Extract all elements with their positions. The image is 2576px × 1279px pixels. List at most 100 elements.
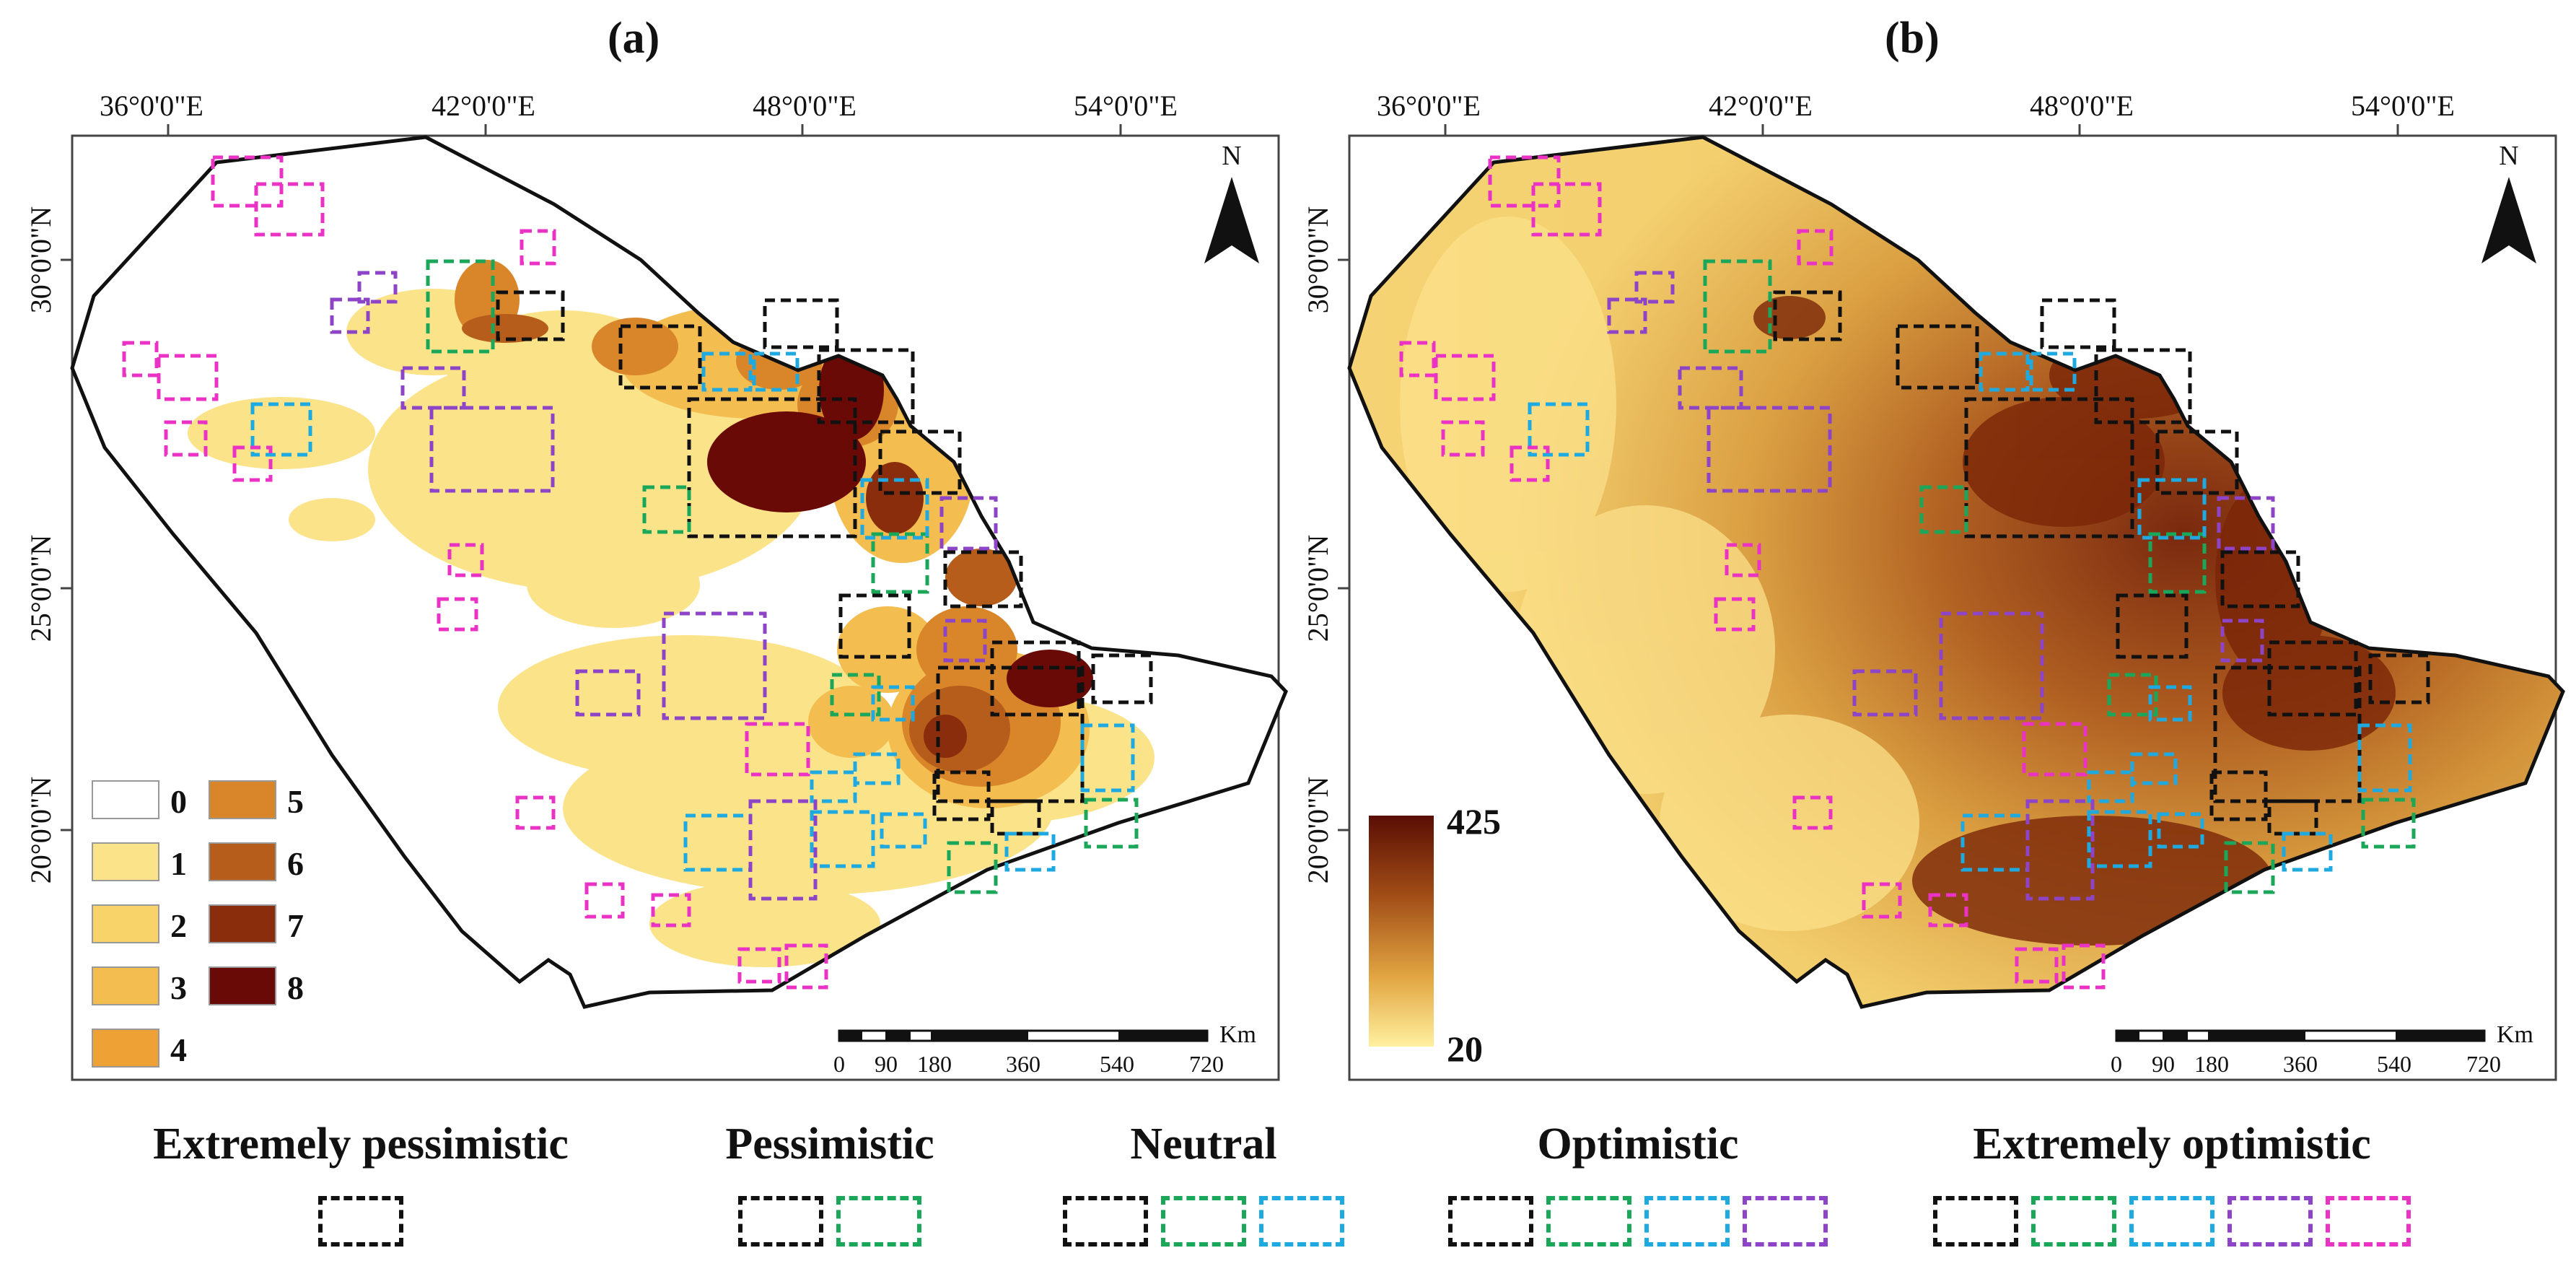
scenario-box-swatch	[1063, 1196, 1148, 1247]
scenario-box	[1510, 445, 1550, 482]
scenario-box	[871, 532, 929, 594]
scenario-box	[1939, 611, 2044, 720]
scenario-box	[2209, 770, 2268, 821]
scenario-box	[932, 770, 991, 821]
scenario-box-swatch	[1644, 1196, 1730, 1247]
scenario-box	[584, 882, 625, 919]
scenario-label: Extremely pessimistic	[153, 1119, 569, 1169]
scenario-box	[737, 947, 781, 984]
scenario-box	[939, 496, 998, 551]
scenario-box-swatch	[1448, 1196, 1533, 1247]
scenario-box	[2137, 478, 2207, 540]
scenario-box	[838, 593, 911, 659]
scenario-box	[817, 348, 915, 424]
legend-class-label: 2	[170, 907, 187, 944]
svg-text:720: 720	[2466, 1051, 2501, 1077]
scenario-box	[701, 352, 753, 392]
scenario-box	[943, 550, 1023, 608]
scenario-box	[2148, 685, 2192, 722]
y-tick-label: 25°0'0"N	[1302, 535, 1334, 642]
panel-b-scenario-boxes	[1399, 155, 2430, 990]
scenario-box	[357, 271, 398, 304]
scenario-box	[575, 669, 641, 717]
x-tick-label: 36°0'0"E	[100, 90, 203, 122]
scenario-box	[2130, 752, 2178, 785]
legend-swatch	[209, 842, 276, 881]
scenario-label: Extremely optimistic	[1973, 1119, 2371, 1169]
scenario-box	[1919, 485, 1968, 534]
scenario-box	[1084, 798, 1139, 849]
scenario-box	[1634, 271, 1675, 304]
svg-text:180: 180	[917, 1051, 952, 1077]
x-tick-label: 48°0'0"E	[753, 90, 857, 122]
scenario-box	[250, 402, 312, 457]
svg-text:540: 540	[2377, 1051, 2411, 1077]
scenario-label: Pessimistic	[725, 1119, 934, 1169]
scenario-box	[683, 813, 753, 872]
scenario-box	[651, 893, 691, 927]
scenario-box-swatch	[738, 1196, 823, 1247]
scenario-box	[2220, 619, 2264, 663]
legend-class-label: 0	[170, 783, 187, 820]
scenario-box	[1004, 831, 1056, 872]
scenario-box	[1797, 229, 1834, 266]
x-tick-label: 54°0'0"E	[2351, 90, 2455, 122]
scale-bar: Km 0 90 180 360 540 720	[833, 1021, 1256, 1077]
scenario-box	[830, 673, 881, 717]
scenario-box	[1961, 813, 2030, 872]
scenario-box	[232, 445, 273, 482]
svg-text:180: 180	[2194, 1051, 2229, 1077]
scenario-box	[1928, 893, 1968, 927]
scenario-box	[947, 841, 998, 894]
scenario-box-swatch	[2031, 1196, 2116, 1247]
scenario-box	[520, 229, 556, 266]
svg-text:540: 540	[1100, 1051, 1134, 1077]
scenario-box	[496, 290, 565, 341]
scenario-box	[1725, 543, 1761, 577]
scenario-box-swatch	[836, 1196, 921, 1247]
scenario-box	[687, 397, 857, 538]
scenario-box	[2062, 943, 2106, 990]
scenario-box	[2368, 653, 2430, 704]
scenario-box	[2087, 810, 2152, 868]
svg-text:90: 90	[2152, 1051, 2175, 1077]
legend-swatch	[92, 780, 159, 819]
svg-text:0: 0	[833, 1051, 845, 1077]
scenario-box	[515, 795, 556, 830]
y-tick-label: 30°0'0"N	[25, 206, 57, 313]
y-tick-label: 25°0'0"N	[25, 535, 57, 642]
y-tick-label: 30°0'0"N	[1302, 206, 1334, 313]
scenario-box	[164, 420, 208, 457]
scenario-box	[2087, 770, 2134, 803]
scenario-label: Neutral	[1130, 1119, 1277, 1169]
scenario-box	[748, 799, 818, 901]
legend-class-label: 1	[170, 845, 187, 882]
scenario-box-swatch	[2227, 1196, 2313, 1247]
class-legend: 0 1 2 3 4 5 6 7 8	[92, 780, 304, 1068]
scenario-box	[1707, 406, 1832, 493]
legend-swatch	[209, 904, 276, 943]
y-tick-label: 20°0'0"N	[25, 777, 57, 883]
svg-text:0: 0	[2111, 1051, 2122, 1077]
legend-swatch	[209, 780, 276, 819]
svg-text:N: N	[1222, 141, 1241, 171]
panel-a-title: (a)	[608, 14, 660, 63]
scenario-box	[2116, 593, 2189, 659]
scenario-box	[1852, 669, 1918, 717]
scenario-box	[1979, 352, 2030, 392]
scenario-box	[784, 943, 828, 990]
panel-a-scenario-boxes	[122, 155, 1153, 990]
scenario-box	[880, 812, 927, 849]
scenario-box	[2015, 947, 2059, 984]
scenario-box	[860, 478, 929, 540]
scenario-legend-item: Optimistic	[1385, 1119, 1891, 1247]
scenario-legend-item: Pessimistic	[577, 1119, 1082, 1247]
scenario-box	[254, 182, 325, 237]
scenario-box	[763, 298, 839, 349]
svg-text:360: 360	[2283, 1051, 2318, 1077]
x-tick-label: 42°0'0"E	[1709, 90, 1813, 122]
scenario-legend-item: Extremely pessimistic	[108, 1119, 613, 1247]
scenario-box	[2357, 723, 2412, 793]
scenario-box	[2094, 348, 2192, 424]
scenario-box-swatch	[318, 1196, 403, 1247]
